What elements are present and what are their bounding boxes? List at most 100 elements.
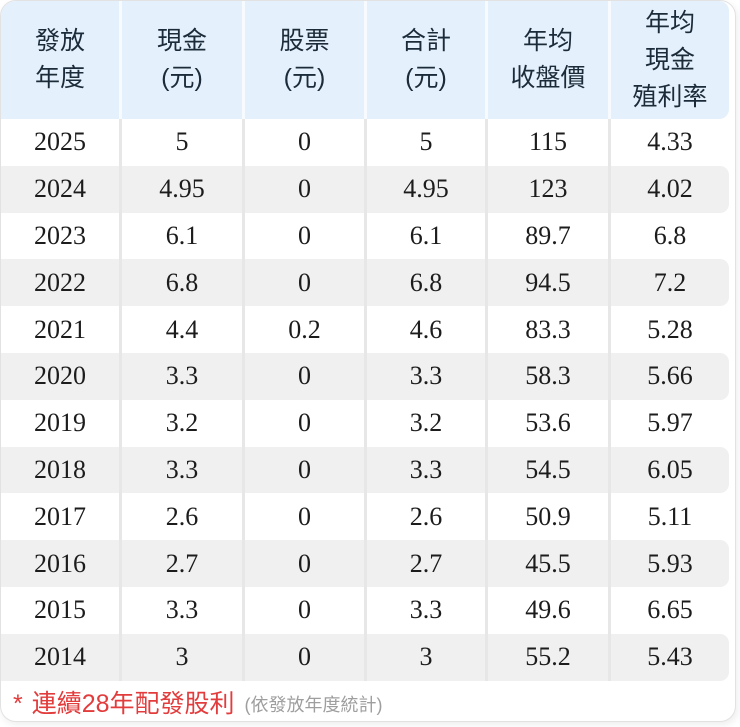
cell-total: 5: [367, 119, 488, 166]
cell-year: 2023: [1, 212, 122, 260]
cell-stock: 0: [245, 586, 367, 634]
cell-stock: 0: [245, 446, 367, 494]
cell-avg_close: 55.2: [488, 633, 611, 681]
cell-cash: 3.2: [122, 399, 245, 447]
cell-cash: 6.1: [122, 212, 245, 260]
column-header-line: 股票: [279, 27, 330, 55]
cell-avg_close: 83.3: [488, 306, 611, 353]
cell-avg_close: 49.6: [488, 586, 611, 634]
cell-stock: 0.2: [245, 306, 367, 353]
table-row: 2017 2.6 0 2.6 50.9 5.11: [1, 493, 729, 541]
cell-stock: 0: [245, 540, 367, 587]
table-row: 2016 2.7 0 2.7 45.5 5.93: [1, 540, 729, 587]
cell-stock: 0: [245, 259, 367, 307]
cell-year: 2016: [1, 540, 122, 587]
column-header-stock: 股票 (元): [245, 1, 367, 119]
cell-cash: 6.8: [122, 259, 245, 307]
cell-avg_yield: 5.93: [647, 548, 693, 578]
cell-cash: 5: [122, 119, 245, 166]
column-header-line: 現金: [156, 27, 207, 55]
cell-cash: 2.7: [122, 540, 245, 587]
footnote-highlight-group: * 連續28年配發股利: [13, 684, 235, 720]
cell-total: 3: [367, 633, 488, 681]
cell-avg_yield: 5.28: [647, 314, 693, 344]
cell-total: 3.3: [367, 586, 488, 634]
column-header-line: (元): [405, 64, 447, 92]
column-header-line: 發放: [34, 27, 85, 55]
cell-year: 2020: [1, 352, 122, 400]
table-row: 2018 3.3 0 3.3 54.5 6.05: [1, 446, 729, 494]
cell-avg_yield: 4.33: [647, 127, 693, 157]
table-body: 2025 5 0 5 115 4.33 2024 4.95 0 4.95 123 4.02 2023 6.…: [1, 119, 729, 681]
column-header-line: (元): [283, 64, 326, 92]
cell-avg_close: 53.6: [488, 399, 611, 447]
footnote-note: (依發放年度統計): [244, 694, 383, 715]
cell-avg_close: 89.7: [488, 212, 611, 260]
cell-cash: 2.6: [122, 493, 245, 541]
cell-total: 6.8: [367, 259, 488, 307]
cell-avg_close: 115: [488, 119, 611, 166]
cell-total: 2.7: [367, 540, 488, 587]
table-row: 2024 4.95 0 4.95 123 4.02: [1, 165, 729, 213]
cell-avg_yield: 5.66: [647, 361, 693, 391]
cell-avg_close: 123: [488, 165, 611, 213]
cell-avg_close: 54.5: [488, 446, 611, 494]
cell-avg_yield: 5.43: [647, 642, 693, 672]
table-row: 2014 3 0 3 55.2 5.43: [1, 633, 729, 681]
cell-cash: 3: [122, 633, 245, 681]
cell-year: 2015: [1, 586, 122, 634]
table-row: 2023 6.1 0 6.1 89.7 6.8: [1, 212, 729, 260]
cell-avg_yield: 7.2: [653, 267, 687, 297]
cell-avg_yield: 6.65: [647, 595, 693, 625]
cell-stock: 0: [245, 212, 367, 260]
cell-total: 6.1: [367, 212, 488, 260]
cell-avg_close: 45.5: [488, 540, 611, 587]
table-row: 2021 4.4 0.2 4.6 83.3 5.28: [1, 306, 729, 353]
cell-year: 2021: [1, 306, 122, 353]
cell-cash: 3.3: [122, 586, 245, 634]
cell-stock: 0: [245, 119, 367, 166]
cell-cash: 4.95: [122, 165, 245, 213]
cell-year: 2025: [1, 119, 122, 166]
cell-total: 4.6: [367, 306, 488, 353]
column-header-line: 合計: [400, 27, 451, 55]
cell-avg_yield: 5.97: [647, 408, 693, 438]
dividend-table: 發放 年度 現金 (元) 股票 (元) 合計 (元) 年均 收盤價 年均 現金 殖利率 2025 5 0 5 1…: [1, 1, 735, 681]
cell-avg_close: 94.5: [488, 259, 611, 307]
column-header-cash: 現金 (元): [122, 1, 245, 119]
table-header-row: 發放 年度 現金 (元) 股票 (元) 合計 (元) 年均 收盤價 年均 現金 殖利率: [1, 1, 729, 119]
column-header-line: (元): [161, 64, 203, 92]
cell-year: 2017: [1, 493, 122, 541]
column-header-line: 收盤價: [510, 64, 586, 92]
footnote-marker: *: [13, 689, 23, 718]
column-header-line: 現金: [644, 45, 695, 74]
cell-avg_close: 58.3: [488, 352, 611, 400]
cell-stock: 0: [245, 165, 367, 213]
cell-year: 2019: [1, 399, 122, 447]
cell-cash: 3.3: [122, 446, 245, 494]
footnote-highlight: 連續28年配發股利: [31, 689, 235, 718]
cell-total: 3.3: [367, 352, 488, 400]
table-row: 2015 3.3 0 3.3 49.6 6.65: [1, 586, 729, 634]
table-row: 2025 5 0 5 115 4.33: [1, 119, 729, 166]
cell-cash: 4.4: [122, 306, 245, 353]
cell-stock: 0: [245, 493, 367, 541]
cell-total: 2.6: [367, 493, 488, 541]
cell-stock: 0: [245, 633, 367, 681]
cell-avg_close: 50.9: [488, 493, 611, 541]
table-row: 2019 3.2 0 3.2 53.6 5.97: [1, 399, 729, 447]
cell-avg_yield: 5.11: [647, 501, 693, 531]
cell-year: 2018: [1, 446, 122, 494]
cell-total: 3.3: [367, 446, 488, 494]
cell-avg_yield: 6.05: [647, 454, 693, 484]
column-header-avg_yield: 年均 現金 殖利率: [611, 1, 729, 119]
cell-stock: 0: [245, 352, 367, 400]
column-header-line: 年度: [34, 64, 85, 92]
cell-year: 2014: [1, 633, 122, 681]
cell-stock: 0: [245, 399, 367, 447]
column-header-year: 發放 年度: [1, 1, 122, 119]
cell-year: 2024: [1, 165, 122, 213]
cell-total: 3.2: [367, 399, 488, 447]
column-header-total: 合計 (元): [367, 1, 488, 119]
